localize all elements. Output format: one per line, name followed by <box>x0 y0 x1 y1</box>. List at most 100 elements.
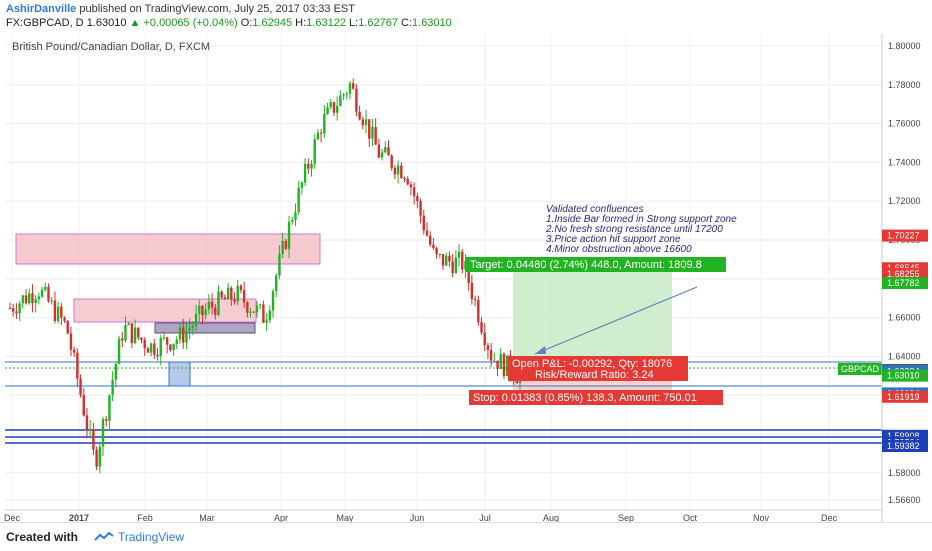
resistance-zone-lower <box>73 298 257 323</box>
candle-body <box>130 323 134 343</box>
candle-body <box>8 307 12 309</box>
open-value: 1.62945 <box>252 17 293 29</box>
symbol-tag-text: GBPCAD <box>841 364 880 374</box>
low-label: L: <box>349 17 359 29</box>
high-label: H: <box>295 17 307 29</box>
candle-body <box>88 429 92 431</box>
candle-body <box>425 230 429 236</box>
stop-label: Stop: 0.01383 (0.85%) 138.3, Amount: 750… <box>469 390 723 405</box>
candle-body <box>34 299 37 304</box>
tradingview-link[interactable]: TradingView <box>118 530 185 544</box>
candle-body <box>24 295 28 304</box>
candle-body <box>332 102 336 113</box>
symbol-label: FX:GBPCAD, D <box>6 17 84 29</box>
candle-body <box>371 127 374 139</box>
candle-body <box>159 338 162 357</box>
candle-body <box>137 327 140 338</box>
symbol-tag-bg <box>838 363 882 375</box>
candle-body <box>364 119 368 126</box>
candle-body <box>448 255 451 262</box>
candle-body <box>310 163 313 169</box>
candle-body <box>101 419 105 447</box>
y-tick-label: 1.64000 <box>888 351 921 361</box>
candle-body <box>114 363 118 380</box>
y-tick-label: 1.80000 <box>888 41 921 51</box>
candle-body <box>380 152 384 158</box>
x-tick-label: Jun <box>410 513 425 522</box>
candle-body <box>352 83 355 89</box>
close-value: 1.63010 <box>412 17 452 29</box>
candle-body <box>483 332 486 346</box>
candle-body <box>377 144 381 158</box>
candle-body <box>262 304 265 323</box>
pl-label-bg <box>508 356 688 381</box>
candle-body <box>214 307 217 316</box>
candle-body <box>342 94 345 96</box>
annotation-line: 4.Minor obstruction above 16600 <box>546 244 692 255</box>
candle-body <box>255 305 259 313</box>
author-link[interactable]: AshirDanville <box>6 3 77 15</box>
candle-body <box>230 287 233 300</box>
price-label: 1.59382 <box>887 441 920 451</box>
candle-body <box>268 310 272 321</box>
candle-body <box>105 419 108 421</box>
candle-body <box>470 282 474 300</box>
created-with-text: Created with <box>6 530 79 544</box>
candle-body <box>358 111 361 120</box>
candle-body <box>220 291 223 298</box>
open-pl-text: Open P&L: -0.00292, Qty: 18076 <box>512 358 672 370</box>
candle-body <box>275 275 278 292</box>
x-tick-label: Dec <box>821 513 838 522</box>
candle-body <box>198 305 201 314</box>
price-label: 1.63010 <box>887 371 920 381</box>
price-chart[interactable]: British Pound/Canadian Dollar, D, FXCM V… <box>0 34 932 522</box>
candle-body <box>223 297 227 300</box>
candle-body <box>162 337 166 339</box>
candle-body <box>95 449 98 467</box>
candle-body <box>133 327 137 343</box>
candle-body <box>111 379 114 396</box>
y-tick-label: 1.56600 <box>888 495 921 505</box>
candle-body <box>249 311 252 313</box>
candle-body <box>339 95 342 106</box>
stop-label-bg <box>469 390 723 405</box>
candle-body <box>480 322 483 333</box>
candle-body <box>50 300 53 302</box>
footer: Created with TradingView <box>0 522 932 551</box>
price-label-bg <box>882 440 928 453</box>
price-label-bg <box>882 229 928 242</box>
candle-body <box>44 286 47 290</box>
x-tick-label: Dec <box>4 513 21 522</box>
candle-body <box>319 132 323 134</box>
open-label: O: <box>240 17 253 29</box>
candle-body <box>281 240 284 255</box>
annotation-line: 1.Inside Bar formed in Strong support zo… <box>546 214 737 225</box>
y-tick-label: 1.72000 <box>888 196 921 206</box>
chart-title: British Pound/Canadian Dollar, D, FXCM <box>12 41 210 53</box>
x-tick-label: 2017 <box>69 513 89 522</box>
target-label-bg <box>466 257 726 272</box>
y-tick-label: 1.78000 <box>888 80 921 90</box>
candle-body <box>108 395 111 421</box>
candle-body <box>435 247 438 255</box>
annotation-line: Validated confluences <box>546 204 643 215</box>
high-value: 1.63122 <box>306 17 346 29</box>
x-tick-label: Feb <box>137 513 153 522</box>
candle-body <box>194 313 198 326</box>
candle-body <box>265 320 268 323</box>
x-tick-label: Mar <box>199 513 215 522</box>
candle-body <box>239 285 243 291</box>
candle-body <box>416 196 419 202</box>
candle-body <box>165 337 169 345</box>
candle-body <box>124 325 127 341</box>
candle-body <box>428 235 432 245</box>
candle-body <box>457 251 461 258</box>
target-area <box>513 271 672 358</box>
y-tick-label: 1.74000 <box>888 157 921 167</box>
y-tick-label: 1.58000 <box>888 468 921 478</box>
price-label-bg <box>882 390 928 403</box>
candle-body <box>156 354 159 357</box>
candle-body <box>515 380 518 384</box>
candle-body <box>127 323 130 326</box>
